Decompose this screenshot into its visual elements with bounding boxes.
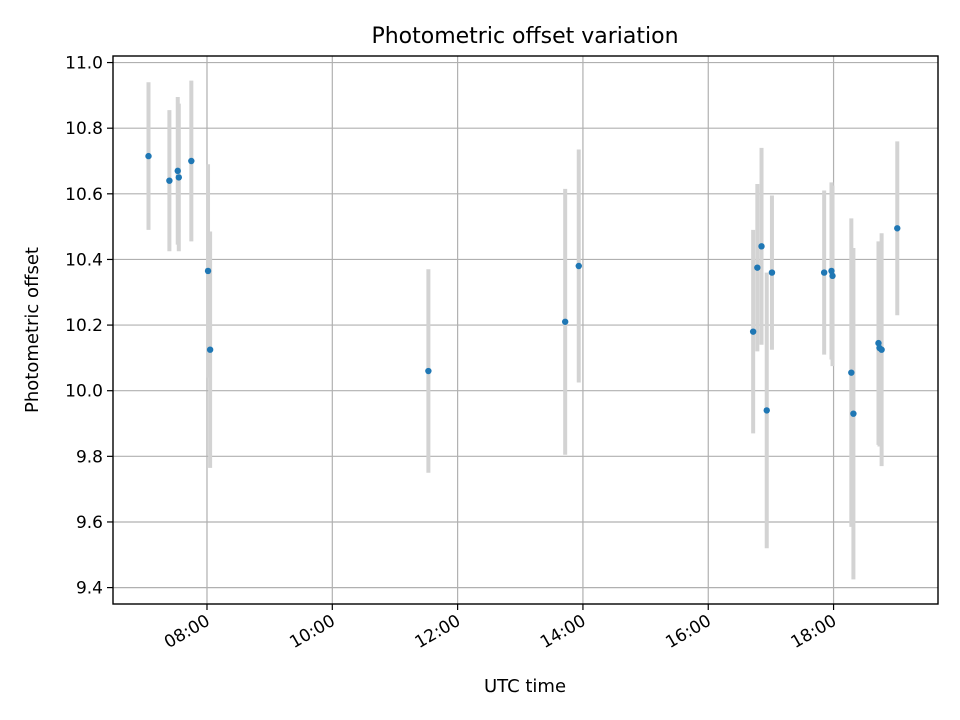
x-tick-label: 10:00 [286,611,338,653]
data-point [848,369,855,376]
x-tick-label: 14:00 [537,611,589,653]
grid-layer [113,56,938,604]
y-axis-label: Photometric offset [22,247,43,413]
data-point [828,267,835,275]
y-tick-label: 9.4 [76,579,103,599]
x-tick-label: 08:00 [161,611,213,653]
data-point [829,272,836,280]
data-point [174,167,181,175]
data-point [166,177,173,184]
data-point [894,225,901,232]
data-point [575,262,582,270]
x-tick-label: 16:00 [662,611,714,653]
y-tick-label: 9.6 [76,513,103,533]
data-point [561,318,569,325]
y-tick-label: 10.4 [65,250,103,270]
point-layer [145,152,901,417]
data-point [763,407,770,414]
data-point [758,243,765,250]
data-point [188,157,195,165]
x-axis-label: UTC time [484,676,566,697]
chart-title: Photometric offset variation [371,24,678,49]
y-tick-label: 10.6 [65,185,103,205]
data-point [768,269,776,276]
plot-frame [112,55,939,605]
y-tick-label: 10.0 [65,382,103,402]
y-tick-label: 10.2 [65,316,103,336]
data-point [206,346,214,353]
data-point [749,328,757,335]
x-tick-label: 12:00 [412,611,464,653]
data-point [145,152,152,160]
y-tick-label: 9.8 [76,447,103,467]
data-point [875,339,882,347]
tick-layer: 9.4 9.6 9.8 10.0 10.2 10.4 10.6 10.8 11.0 08:00 10… [65,54,840,653]
y-tick-label: 11.0 [65,54,103,74]
data-point [754,264,761,271]
data-point [204,267,212,275]
y-tick-label: 10.8 [65,119,103,139]
errorbar-layer [146,80,900,580]
data-point [175,174,182,181]
x-tick-label: 18:00 [788,611,840,653]
data-point [850,410,857,417]
data-point [878,346,885,353]
data-point [820,269,828,276]
data-point [425,367,432,375]
